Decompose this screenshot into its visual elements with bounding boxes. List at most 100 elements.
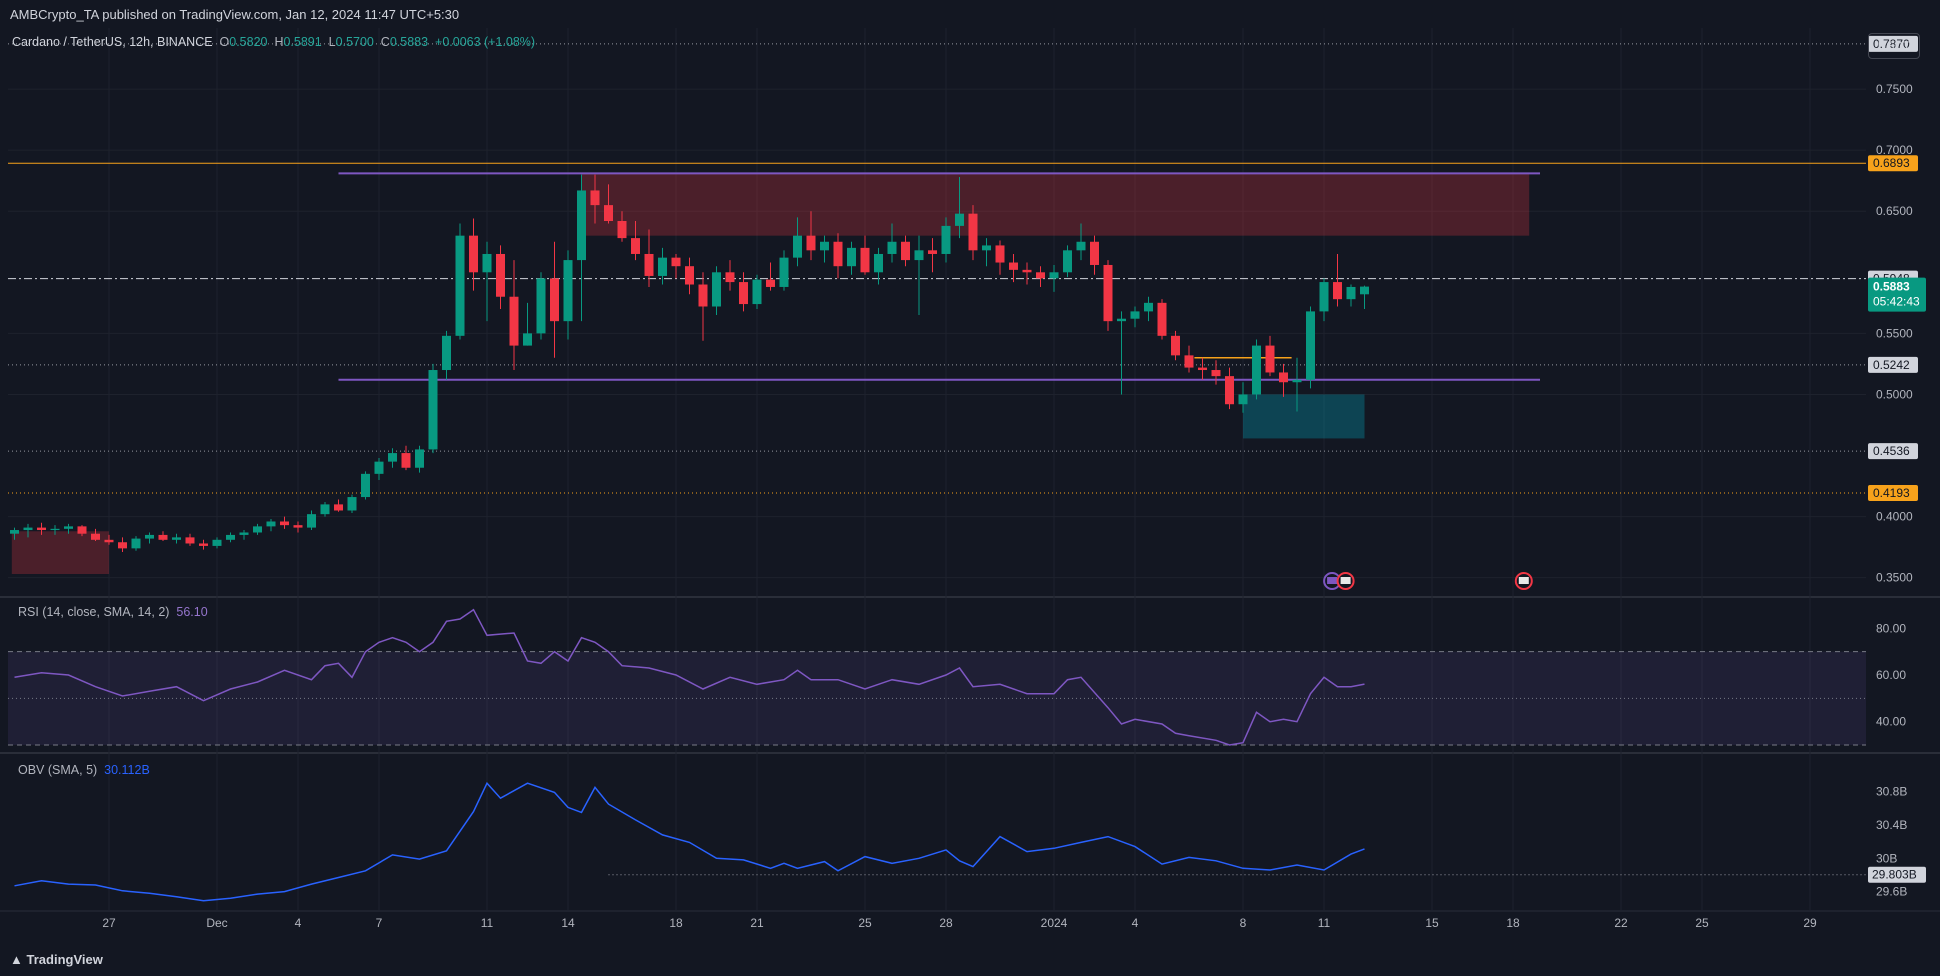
- candle-body: [577, 190, 586, 261]
- candle-body: [739, 282, 748, 305]
- candle-body: [1090, 241, 1099, 265]
- time-tick-label: 21: [750, 916, 764, 930]
- candle-body: [590, 190, 600, 206]
- candle-body: [1238, 394, 1248, 405]
- candle-body: [469, 235, 478, 273]
- candle-body: [401, 453, 411, 468]
- price-badge: [1868, 35, 1918, 52]
- price-badge-label: 0.6893: [1873, 156, 1910, 170]
- price-tick-label: 0.4000: [1876, 510, 1913, 524]
- candle-body: [712, 272, 721, 307]
- price-chart[interactable]: 0.7500 0.7000 0.6500 0.5500 0.5000 0.4000 0.35…: [0, 0, 1940, 948]
- us-flag-icon-glyph: [1340, 577, 1351, 584]
- candle-body: [64, 526, 73, 529]
- candle-body: [428, 370, 438, 450]
- candle-body: [334, 504, 343, 511]
- candle-body: [820, 241, 829, 251]
- close-value: 0.5883: [389, 35, 429, 49]
- candle-body: [793, 235, 802, 258]
- time-tick-label: 4: [1132, 916, 1139, 930]
- candle-body: [523, 333, 532, 346]
- candle-body: [199, 543, 208, 546]
- rsi-tick-label: 60.00: [1876, 668, 1906, 682]
- open-label: O: [219, 35, 230, 49]
- candle-body: [212, 539, 222, 546]
- candle-body: [239, 532, 249, 535]
- time-tick-label: 22: [1614, 916, 1628, 930]
- rsi-tick-label: 40.00: [1876, 715, 1906, 729]
- candle-body: [617, 220, 627, 239]
- demand-zone: [1243, 394, 1365, 439]
- candle-body: [1063, 250, 1072, 273]
- currency-button[interactable]: USDT: [1868, 33, 1920, 59]
- candle-body: [388, 453, 397, 462]
- supply-zone: [581, 173, 1530, 236]
- candle-body: [941, 225, 951, 254]
- price-badge: [1868, 485, 1918, 502]
- candle-body: [455, 235, 465, 336]
- candle-body: [725, 272, 735, 283]
- candle-body: [415, 449, 424, 468]
- candle-body: [293, 525, 303, 528]
- candle-body: [1333, 282, 1342, 300]
- high-label: H: [274, 35, 284, 49]
- price-tick-label: 0.5500: [1876, 326, 1913, 340]
- obv-badge-label: 29.803B: [1872, 868, 1917, 882]
- current-price-badge: [1868, 277, 1926, 312]
- price-badge-label: 0.5242: [1873, 358, 1910, 372]
- candle-body: [995, 245, 1005, 263]
- time-tick-label: 11: [481, 916, 494, 930]
- price-badge-label: 0.7870: [1873, 37, 1910, 51]
- candle-body: [1076, 241, 1086, 251]
- tradingview-logo-icon: ▲: [10, 952, 23, 967]
- candle-body: [442, 335, 451, 371]
- candle-body: [253, 526, 262, 533]
- candle-body: [982, 245, 991, 251]
- obv-legend: OBV (SMA, 5) 30.112B: [18, 763, 150, 777]
- footer-bar: [0, 948, 1940, 976]
- candle-body: [752, 279, 762, 305]
- candle-body: [1265, 345, 1275, 373]
- candle-body: [1049, 272, 1059, 279]
- us-flag-icon-glyph: [1518, 577, 1529, 584]
- open-value: 0.5820: [229, 35, 268, 49]
- current-price-label: 0.5883: [1873, 280, 1910, 294]
- candle-body: [226, 534, 235, 540]
- candle-body: [23, 527, 33, 531]
- candle-body: [631, 238, 640, 254]
- candle-body: [1292, 379, 1302, 383]
- close-label: C: [380, 35, 390, 49]
- candle-body: [185, 537, 195, 544]
- candle-body: [550, 278, 559, 322]
- candle-body: [860, 247, 870, 273]
- candle-body: [536, 278, 546, 334]
- candle-body: [779, 257, 789, 287]
- candle-body: [968, 213, 978, 251]
- time-tick-label: 29: [1803, 916, 1817, 930]
- candle-body: [1319, 282, 1329, 312]
- rsi-line: [14, 608, 1365, 746]
- candle-body: [145, 534, 154, 539]
- candle-body: [1360, 286, 1369, 295]
- obv-legend-name: OBV (SMA, 5): [18, 763, 98, 777]
- candle-body: [955, 213, 964, 226]
- candle-body: [1225, 376, 1234, 405]
- candle-body: [685, 266, 694, 285]
- change-value: +0.0063 (+1.08%): [435, 35, 536, 49]
- price-badge: [1868, 443, 1918, 460]
- candle-body: [698, 284, 708, 307]
- time-tick-label: 25: [858, 916, 872, 930]
- time-tick-label: 7: [376, 916, 383, 930]
- candle-body: [158, 534, 168, 540]
- candle-body: [118, 542, 127, 549]
- candle-body: [1252, 345, 1261, 395]
- candle-body: [644, 253, 654, 276]
- price-badge-label: 0.4536: [1873, 444, 1910, 458]
- price-tick-label: 0.7000: [1876, 143, 1913, 157]
- candle-body: [1198, 367, 1207, 371]
- publish-bar: AMBCrypto_TA published on TradingView.co…: [0, 0, 1940, 27]
- candle-body: [131, 538, 141, 549]
- candle-body: [1009, 262, 1018, 270]
- candle-body: [766, 279, 775, 287]
- bar-countdown-label: 05:42:43: [1873, 295, 1920, 309]
